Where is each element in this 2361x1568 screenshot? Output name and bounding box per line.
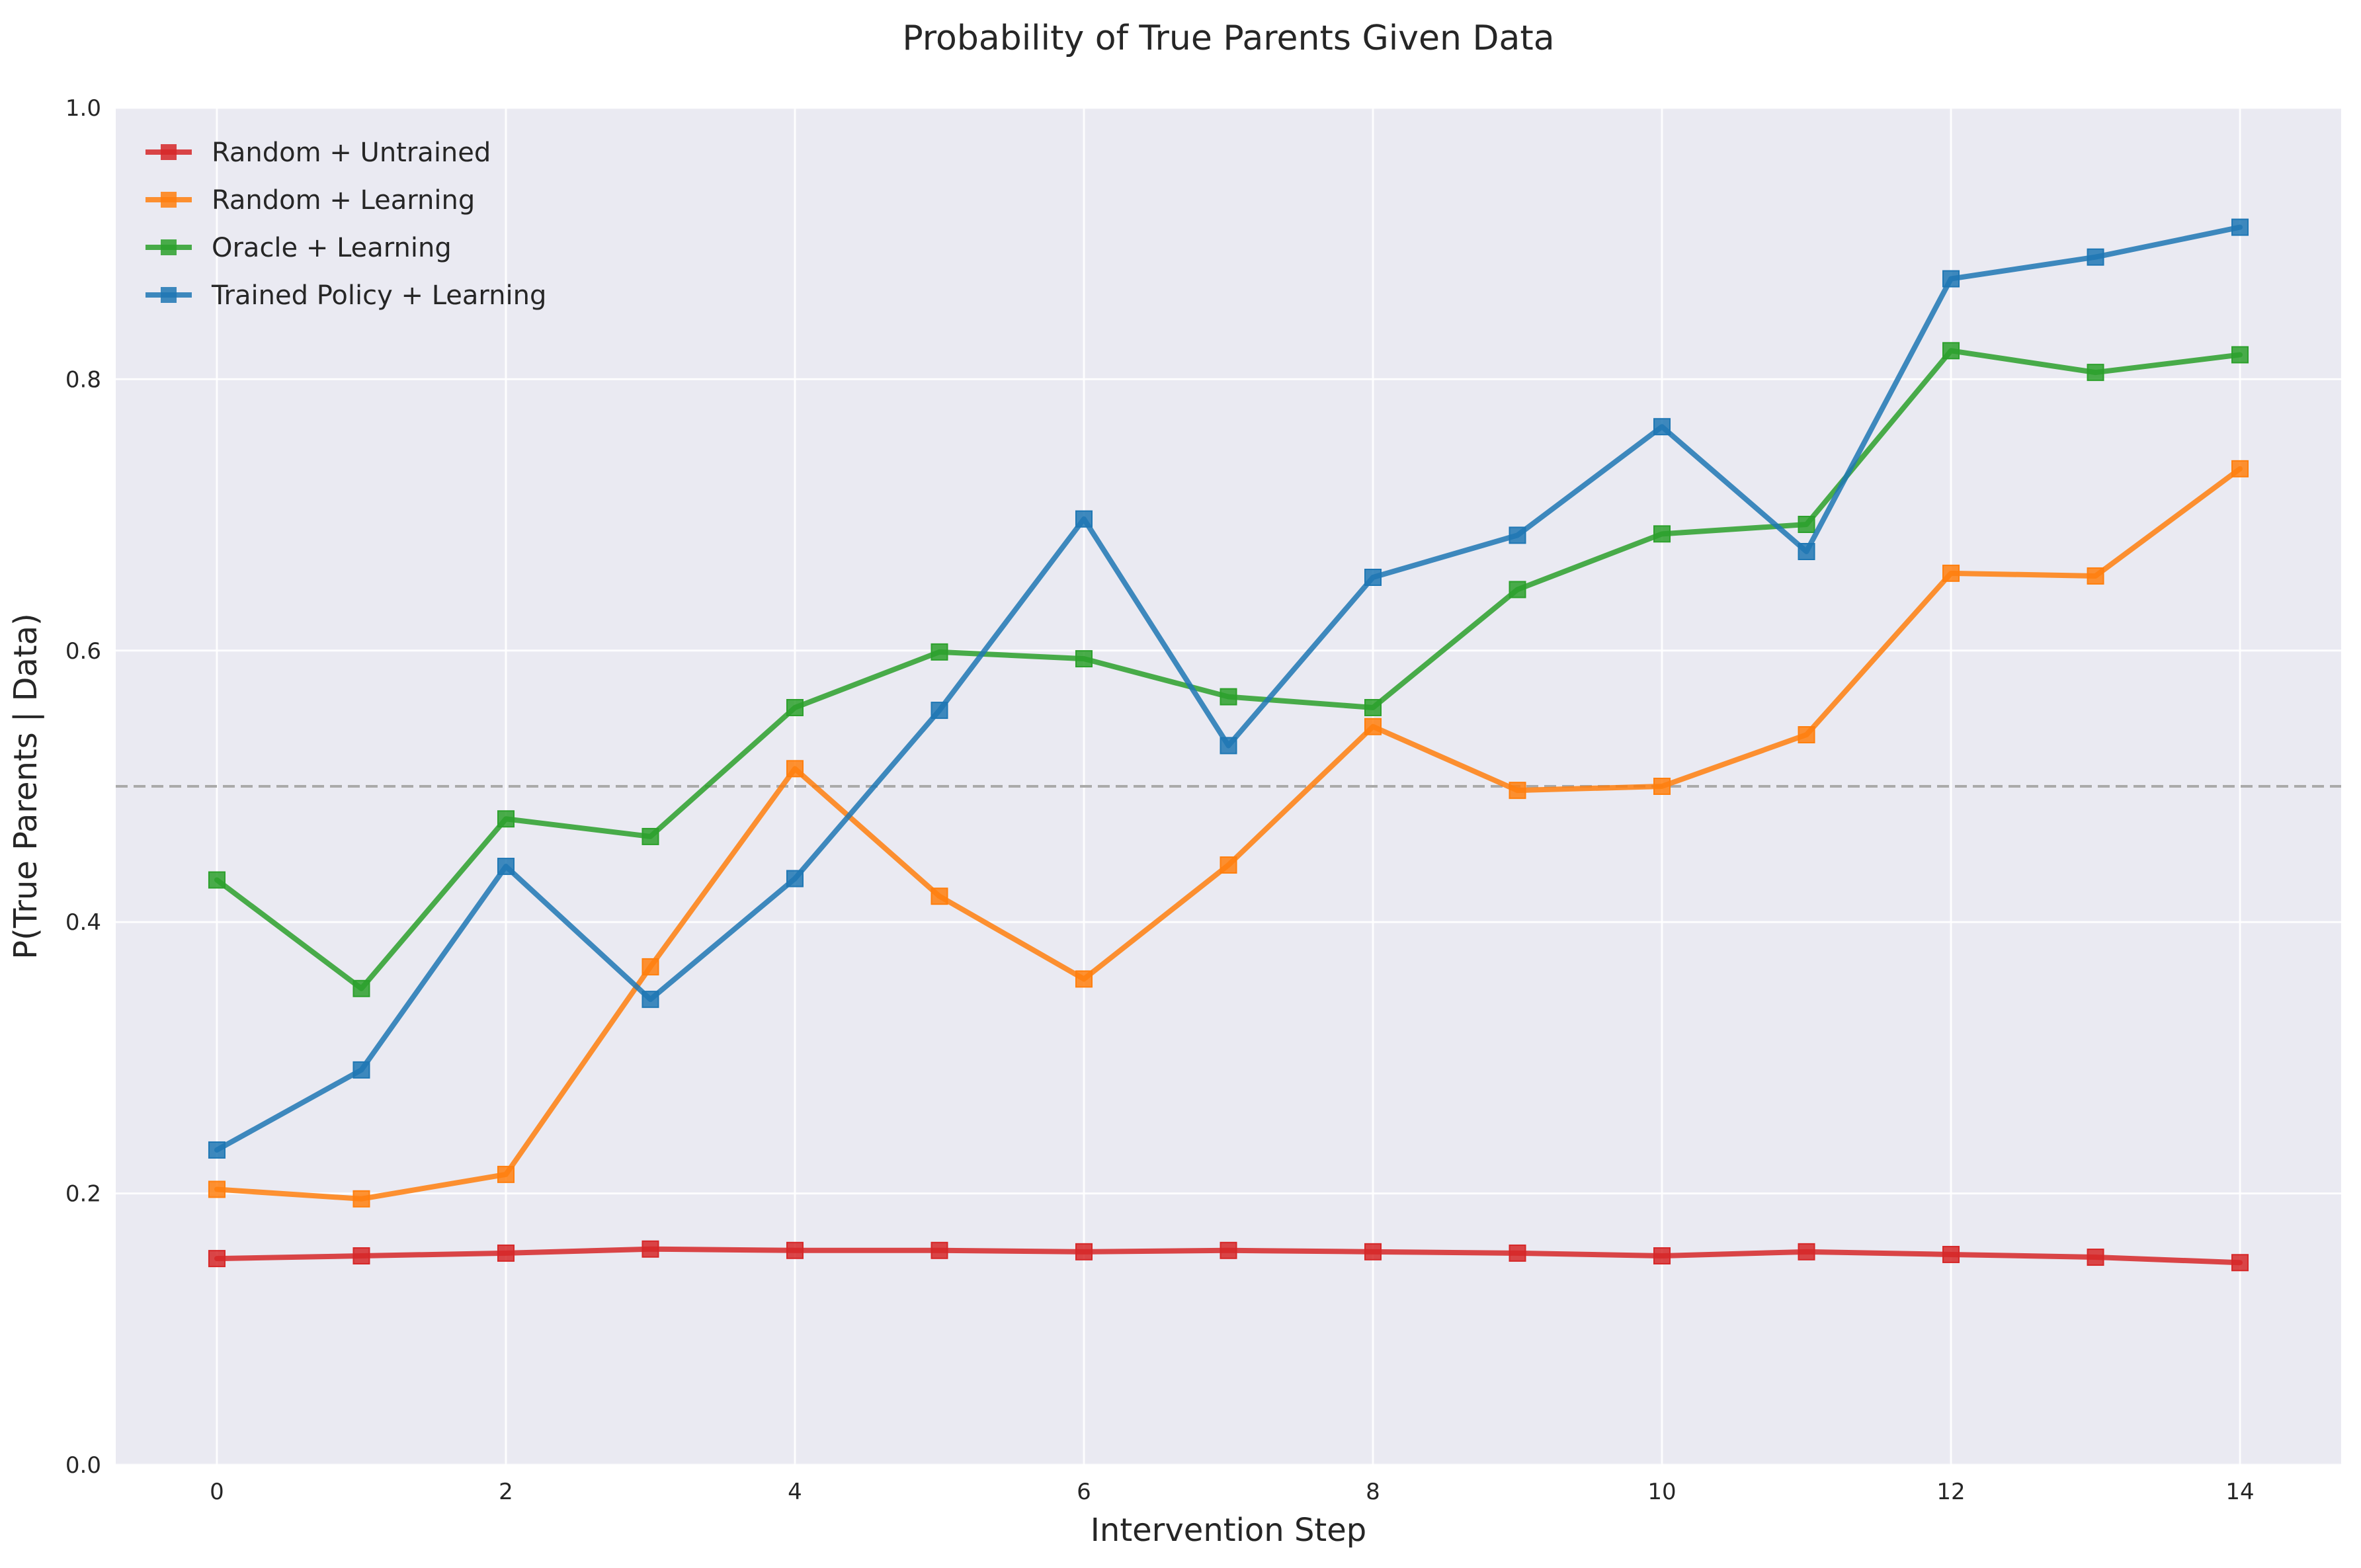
x-tick-label: 2 <box>499 1479 513 1505</box>
data-point <box>786 760 804 778</box>
legend-item: Random + Untrained <box>145 138 491 168</box>
y-tick-label: 0.4 <box>65 909 101 936</box>
legend-label: Oracle + Learning <box>212 233 452 263</box>
data-point <box>208 1141 226 1159</box>
data-point <box>1798 726 1815 744</box>
data-point <box>931 1241 948 1259</box>
data-point <box>1364 1243 1382 1260</box>
x-axis-label: Intervention Step <box>1091 1512 1367 1549</box>
data-point <box>497 1244 515 1262</box>
data-point <box>352 1061 370 1079</box>
data-point <box>1942 564 1960 582</box>
data-point <box>352 1247 370 1264</box>
data-point <box>931 702 948 720</box>
legend-marker <box>161 287 177 303</box>
legend-item: Random + Learning <box>145 185 475 216</box>
data-point <box>931 643 948 661</box>
data-point <box>352 979 370 997</box>
data-point <box>1798 543 1815 561</box>
data-point <box>1942 342 1960 360</box>
data-point <box>1509 581 1526 598</box>
data-point <box>208 1180 226 1198</box>
data-point <box>497 858 515 876</box>
x-tick-label: 10 <box>1647 1479 1676 1505</box>
data-point <box>1942 270 1960 288</box>
y-tick-label: 0.0 <box>65 1452 101 1479</box>
data-point <box>2087 567 2104 585</box>
data-point <box>786 1241 804 1259</box>
data-point <box>1220 1241 1237 1259</box>
x-tick-label: 6 <box>1077 1479 1091 1505</box>
data-point <box>1220 737 1237 755</box>
data-point <box>352 1190 370 1208</box>
data-point <box>1075 970 1093 988</box>
data-point <box>1220 688 1237 706</box>
y-tick-label: 0.2 <box>65 1181 101 1208</box>
data-point <box>497 1165 515 1183</box>
data-point <box>642 991 659 1009</box>
data-point <box>642 827 659 845</box>
data-point <box>1653 418 1671 436</box>
data-point <box>2087 1249 2104 1266</box>
x-tick-label: 12 <box>1936 1479 1965 1505</box>
x-tick-label: 4 <box>788 1479 802 1505</box>
data-point <box>2231 346 2249 364</box>
series-0 <box>208 1240 2249 1272</box>
data-point <box>497 810 515 828</box>
legend: Random + Untrained Random + Learning Oracl… <box>145 138 546 311</box>
data-point <box>2231 1254 2249 1272</box>
data-point <box>1653 1247 1671 1264</box>
legend-label: Random + Learning <box>212 185 475 216</box>
grid-lines <box>116 106 2341 1466</box>
x-tick-label: 14 <box>2225 1479 2254 1505</box>
data-point <box>2087 248 2104 266</box>
data-point <box>1942 1245 1960 1263</box>
data-point <box>1509 782 1526 800</box>
data-point <box>2231 460 2249 477</box>
y-tick-label: 0.8 <box>65 366 101 393</box>
legend-label: Random + Untrained <box>212 138 491 168</box>
data-point <box>1075 650 1093 668</box>
series-1 <box>208 460 2249 1208</box>
legend-item: Trained Policy + Learning <box>145 280 546 311</box>
legend-marker <box>161 239 177 255</box>
y-axis-label: P(True Parents | Data) <box>7 613 44 960</box>
data-point <box>1364 568 1382 586</box>
data-point <box>1653 525 1671 543</box>
data-point <box>2231 218 2249 236</box>
data-point <box>1075 510 1093 528</box>
data-point <box>1653 778 1671 795</box>
data-point <box>1075 1243 1093 1260</box>
series-3 <box>208 218 2249 1159</box>
series-group <box>208 218 2249 1272</box>
data-point <box>642 958 659 975</box>
data-point <box>1509 1244 1526 1262</box>
legend-label: Trained Policy + Learning <box>211 280 546 311</box>
series-2 <box>208 342 2249 997</box>
data-point <box>2087 364 2104 382</box>
data-point <box>786 870 804 887</box>
x-tick-label: 0 <box>210 1479 224 1505</box>
data-point <box>1220 856 1237 874</box>
data-point <box>208 1250 226 1268</box>
legend-marker <box>161 192 177 208</box>
data-point <box>642 1240 659 1258</box>
x-tick-label: 8 <box>1366 1479 1380 1505</box>
y-tick-label: 1.0 <box>65 95 101 122</box>
data-point <box>1509 526 1526 544</box>
data-point <box>931 887 948 905</box>
chart-title: Probability of True Parents Given Data <box>902 19 1554 58</box>
data-point <box>1798 515 1815 533</box>
legend-marker <box>161 144 177 160</box>
data-point <box>1798 1243 1815 1260</box>
data-point <box>1364 698 1382 716</box>
data-point <box>1364 718 1382 735</box>
data-point <box>786 698 804 716</box>
legend-item: Oracle + Learning <box>145 233 452 263</box>
data-point <box>208 871 226 889</box>
tick-labels: 0 2 4 6 8 10 12 14 0.0 0.2 0.4 0.6 0.8 1.0 <box>65 95 2255 1505</box>
y-tick-label: 0.6 <box>65 638 101 665</box>
